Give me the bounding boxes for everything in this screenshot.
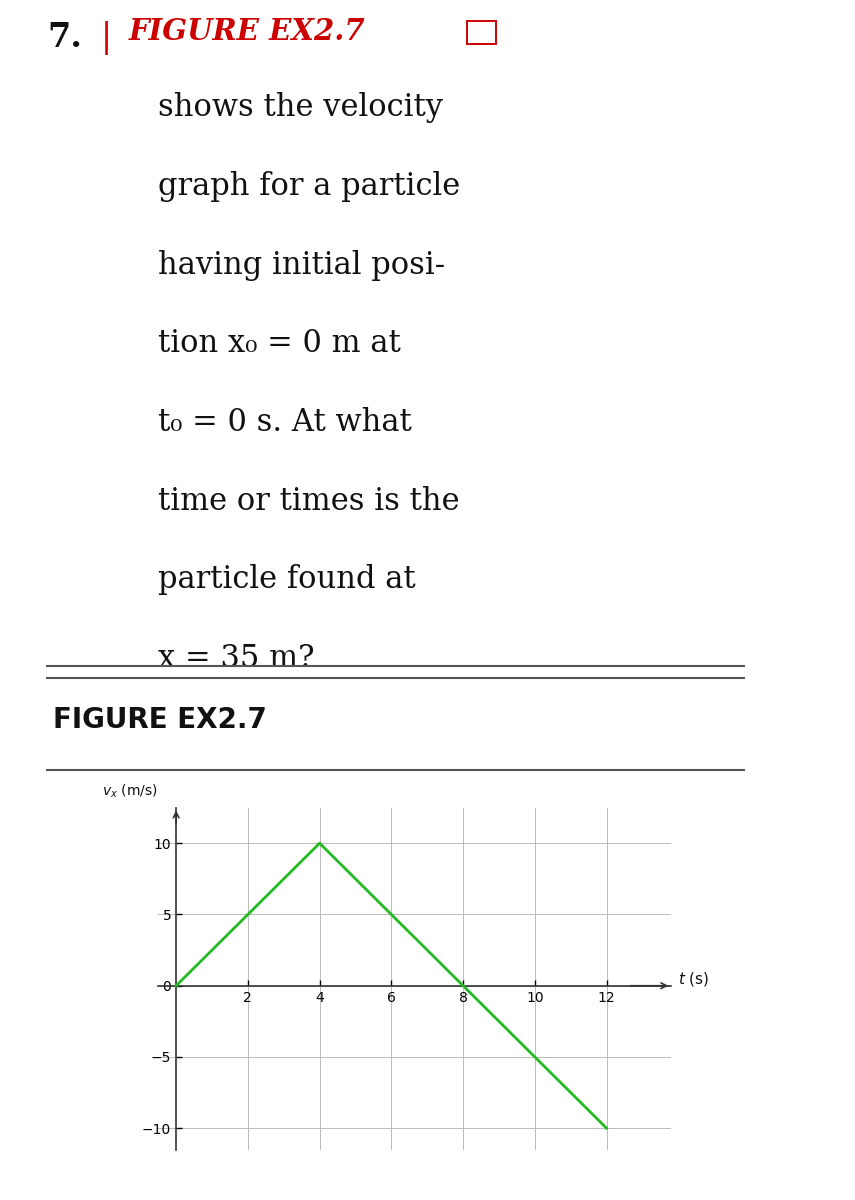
Text: having initial posi-: having initial posi- <box>158 250 445 281</box>
Text: shows the velocity: shows the velocity <box>158 92 443 124</box>
Text: $v_x$ (m/s): $v_x$ (m/s) <box>103 784 158 800</box>
Text: x = 35 m?: x = 35 m? <box>158 643 315 674</box>
Text: graph for a particle: graph for a particle <box>158 170 461 202</box>
Text: FIGURE EX2.7: FIGURE EX2.7 <box>53 706 267 733</box>
Text: FIGURE EX2.7: FIGURE EX2.7 <box>128 17 365 46</box>
Text: time or times is the: time or times is the <box>158 486 460 517</box>
FancyBboxPatch shape <box>467 20 496 43</box>
Text: t₀ = 0 s. At what: t₀ = 0 s. At what <box>158 407 412 438</box>
Text: particle found at: particle found at <box>158 564 416 595</box>
Text: $t$ (s): $t$ (s) <box>678 970 710 988</box>
Text: |: | <box>101 20 112 54</box>
Text: tion x₀ = 0 m at: tion x₀ = 0 m at <box>158 329 401 359</box>
Text: 7.: 7. <box>47 20 82 54</box>
